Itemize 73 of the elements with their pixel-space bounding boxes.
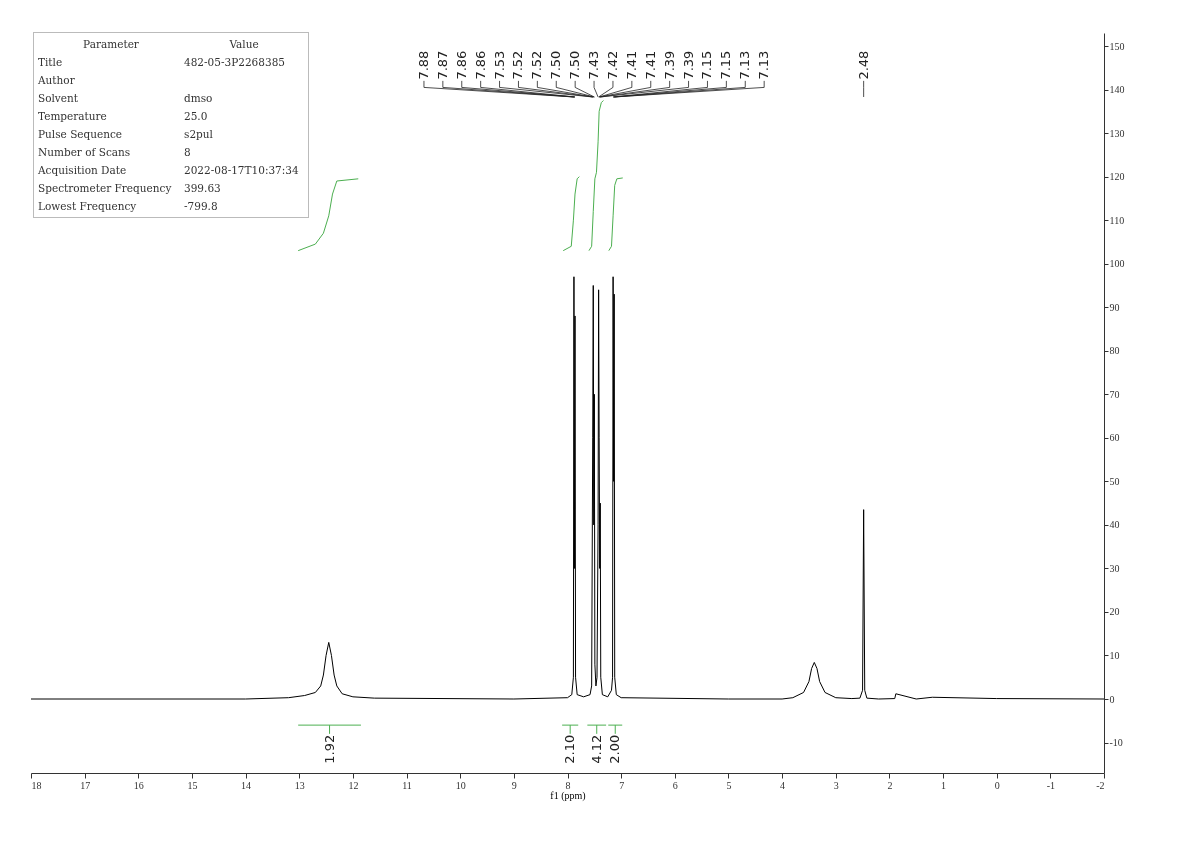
annotation: Author	[38, 73, 76, 88]
annotation: 2.10	[562, 734, 578, 764]
annotation: 7.39	[680, 50, 696, 80]
x-tick-label: 6	[672, 779, 678, 791]
annotation: 7.88	[415, 50, 431, 80]
x-tick-label: 16	[133, 779, 144, 791]
annotation: 7.43	[586, 50, 602, 80]
y-tick-label: 20	[1109, 606, 1120, 618]
x-tick-label: 5	[726, 779, 732, 791]
annotation: 7.86	[453, 50, 469, 80]
y-tick-label: 30	[1109, 562, 1120, 574]
text: Title 482-05-3P2268385	[38, 56, 286, 68]
annotation: 7.42	[604, 50, 620, 80]
x-tick-label: 0	[994, 779, 1000, 791]
annotation: 1.92	[321, 734, 337, 764]
x-tick-label: 4	[780, 779, 786, 791]
x-tick-label: 11	[402, 779, 412, 791]
y-tick-label: 70	[1109, 388, 1120, 400]
y-tick-label: 100	[1109, 258, 1125, 270]
annotation: 2.48	[855, 50, 871, 80]
y-tick-label: 80	[1109, 345, 1120, 357]
y-tick-label: 130	[1109, 127, 1125, 139]
annotation: 7.15	[718, 50, 734, 80]
annotation: 7.50	[548, 50, 564, 80]
x-tick-label: 10	[455, 779, 466, 791]
x-tick-label: 14	[241, 779, 252, 791]
annotation: 7.52	[529, 50, 545, 80]
x-tick-label: 13	[294, 779, 305, 791]
y-tick-label: 60	[1109, 432, 1120, 444]
x-axis-title: f1 (ppm)	[550, 789, 586, 802]
y-tick-label: 140	[1109, 84, 1125, 96]
x-tick-label: -1	[1046, 779, 1056, 791]
text: Acquisition Date 2022-08-17T10:37:34	[38, 164, 299, 176]
x-tick-label: 12	[348, 779, 359, 791]
x-tick-label: 2	[887, 779, 893, 791]
annotation: 7.86	[472, 50, 488, 80]
text: Pulse Sequence s2pul	[38, 128, 213, 140]
y-tick-label: 40	[1109, 519, 1120, 531]
annotation: 4.12	[588, 734, 604, 764]
annotation: 7.87	[434, 50, 450, 80]
text: Lowest Frequency -799.8	[38, 200, 218, 212]
annotation: 7.41	[642, 50, 658, 80]
text: Number of Scans 8	[38, 146, 191, 158]
x-tick-label: 18	[31, 779, 42, 791]
y-tick-label: 110	[1109, 214, 1125, 226]
annotation: 7.13	[756, 50, 772, 80]
annotation: 7.39	[661, 50, 677, 80]
x-tick-label: 3	[833, 779, 839, 791]
annotation: 7.15	[699, 50, 715, 80]
y-tick-label: 120	[1109, 171, 1125, 183]
x-tick-label: 7	[619, 779, 625, 791]
y-tick-label: 0	[1109, 693, 1115, 705]
x-tick-label: 9	[511, 779, 517, 791]
text: Parameter Value	[83, 38, 259, 50]
annotation: 2.00	[607, 734, 623, 764]
annotation: 7.53	[491, 50, 507, 80]
x-tick-label: 8	[565, 779, 571, 791]
y-tick-label: 150	[1109, 40, 1125, 52]
x-tick-label: 17	[80, 779, 91, 791]
x-tick-label: 1	[941, 779, 947, 791]
text: Solvent dmso	[38, 92, 213, 104]
y-tick-label: -10	[1109, 737, 1123, 749]
y-tick-label: 10	[1109, 649, 1120, 661]
y-tick-label: 50	[1109, 475, 1120, 487]
x-tick-label: 15	[187, 779, 198, 791]
y-tick-label: 90	[1109, 301, 1120, 313]
text: Spectrometer Frequency 399.63	[38, 182, 221, 194]
annotation: 7.50	[567, 50, 583, 80]
x-tick-label: -2	[1096, 779, 1105, 791]
annotation: 7.52	[510, 50, 526, 80]
annotation: 7.41	[623, 50, 639, 80]
text: Temperature 25.0	[38, 110, 208, 122]
annotation: 7.13	[737, 50, 753, 80]
